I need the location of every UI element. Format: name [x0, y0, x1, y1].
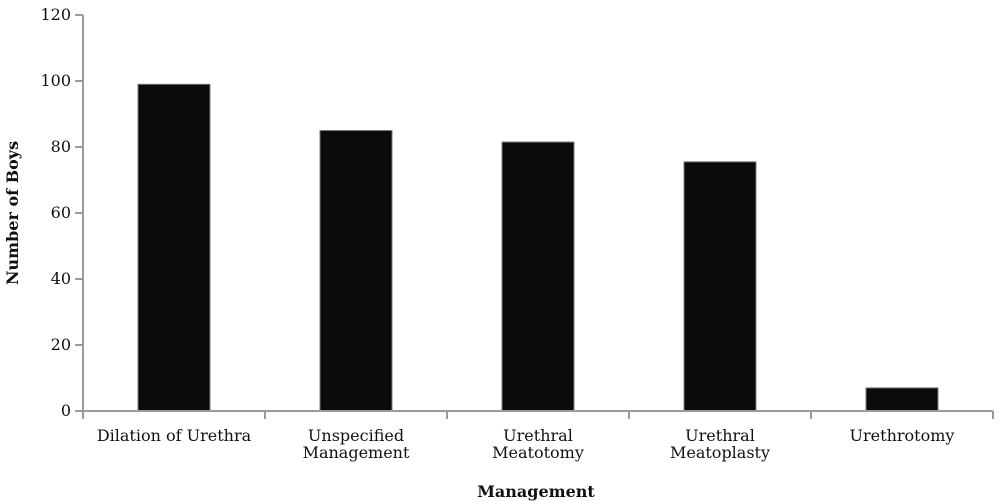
- category-label: Urethrotomy: [850, 426, 955, 445]
- x-axis-ticks: [82, 411, 994, 419]
- y-axis-ticks: 0 20 40 60 80 100 120: [40, 5, 83, 420]
- y-tick-label: 20: [51, 335, 71, 354]
- bars: [137, 83, 939, 412]
- bar: [137, 83, 211, 412]
- bar: [319, 130, 393, 412]
- y-tick-label: 100: [40, 71, 71, 90]
- bar: [683, 161, 757, 412]
- category-label: Urethral Meatotomy: [492, 426, 584, 462]
- y-tick-label: 80: [51, 137, 71, 156]
- bar: [865, 387, 939, 412]
- category-label: Unspecified Management: [303, 426, 410, 462]
- y-tick-label: 0: [61, 401, 71, 420]
- y-tick-label: 60: [51, 203, 71, 222]
- bar: [501, 141, 575, 412]
- y-tick-label: 40: [51, 269, 71, 288]
- category-label: Dilation of Urethra: [97, 426, 252, 445]
- y-axis-title: Number of Boys: [3, 141, 22, 285]
- category-label: Urethral Meatoplasty: [670, 426, 770, 462]
- y-tick-label: 120: [40, 5, 71, 24]
- x-axis-title: Management: [477, 482, 595, 501]
- category-labels: Dilation of Urethra Unspecified Management…: [97, 426, 955, 462]
